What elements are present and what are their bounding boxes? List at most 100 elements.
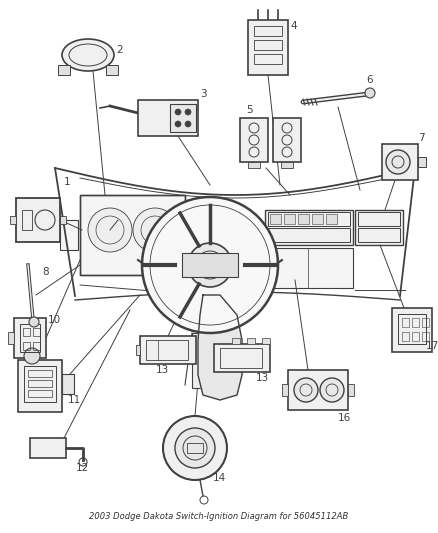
Bar xyxy=(182,253,238,277)
Bar xyxy=(422,332,429,341)
Bar xyxy=(240,118,268,162)
Bar xyxy=(28,370,52,377)
Bar xyxy=(23,328,30,336)
Bar xyxy=(412,332,419,341)
Bar xyxy=(281,162,293,168)
Bar xyxy=(254,54,282,64)
Bar xyxy=(418,157,426,167)
Circle shape xyxy=(163,416,227,480)
Bar xyxy=(262,338,270,344)
Bar xyxy=(268,212,350,226)
Bar xyxy=(187,443,203,453)
Bar xyxy=(358,212,400,226)
Bar xyxy=(232,338,240,344)
Bar xyxy=(80,195,185,275)
Bar xyxy=(8,332,14,344)
Bar xyxy=(355,210,403,245)
Text: 10: 10 xyxy=(48,315,61,325)
Bar xyxy=(192,333,228,388)
Bar xyxy=(326,214,337,224)
Text: 3: 3 xyxy=(200,89,207,99)
Bar xyxy=(22,210,32,230)
Circle shape xyxy=(142,197,278,333)
Bar xyxy=(62,374,74,394)
Bar xyxy=(146,340,188,360)
Bar xyxy=(270,214,281,224)
Bar xyxy=(28,390,52,397)
Text: 2: 2 xyxy=(116,45,123,55)
Bar xyxy=(24,366,56,402)
Bar xyxy=(265,248,353,288)
Bar xyxy=(10,216,16,224)
Bar xyxy=(288,370,348,410)
Bar xyxy=(248,162,260,168)
Circle shape xyxy=(29,317,39,327)
Bar xyxy=(60,220,78,250)
Bar xyxy=(392,308,432,352)
Bar xyxy=(18,360,62,412)
Text: 11: 11 xyxy=(68,395,81,405)
Circle shape xyxy=(175,109,181,115)
Text: 6: 6 xyxy=(366,75,373,85)
Bar xyxy=(268,228,350,242)
Bar xyxy=(16,198,60,242)
Bar xyxy=(60,216,66,224)
Text: 16: 16 xyxy=(338,413,351,423)
Bar xyxy=(220,348,262,368)
Text: 1: 1 xyxy=(64,177,71,187)
Bar xyxy=(33,328,40,336)
Text: 12: 12 xyxy=(76,463,89,473)
Bar xyxy=(402,318,409,327)
Text: 8: 8 xyxy=(42,267,49,277)
Circle shape xyxy=(386,150,410,174)
Bar xyxy=(273,118,301,162)
Bar xyxy=(14,318,46,358)
Bar xyxy=(402,332,409,341)
Bar xyxy=(422,318,429,327)
Bar xyxy=(348,384,354,396)
Bar xyxy=(214,344,270,372)
Bar xyxy=(358,228,400,242)
Bar xyxy=(265,210,353,245)
Bar xyxy=(254,26,282,36)
Bar xyxy=(30,438,66,458)
Circle shape xyxy=(320,378,344,402)
Text: 7: 7 xyxy=(418,133,424,143)
Circle shape xyxy=(24,348,40,364)
Bar xyxy=(140,336,196,364)
Circle shape xyxy=(185,109,191,115)
Bar xyxy=(298,214,309,224)
Bar xyxy=(254,40,282,50)
Bar xyxy=(28,380,52,387)
Bar xyxy=(247,338,255,344)
Text: 13: 13 xyxy=(156,365,169,375)
Text: 17: 17 xyxy=(426,341,438,351)
Bar xyxy=(80,195,185,275)
Text: 13: 13 xyxy=(256,373,269,383)
Circle shape xyxy=(294,378,318,402)
Bar xyxy=(170,104,196,132)
Text: 5: 5 xyxy=(246,105,253,115)
Circle shape xyxy=(175,121,181,127)
Bar xyxy=(382,144,418,180)
Ellipse shape xyxy=(62,39,114,71)
Text: 4: 4 xyxy=(290,21,297,31)
Circle shape xyxy=(133,208,177,252)
Circle shape xyxy=(185,121,191,127)
Bar xyxy=(138,100,198,136)
Bar xyxy=(312,214,323,224)
Circle shape xyxy=(365,88,375,98)
Bar xyxy=(33,342,40,350)
Text: 14: 14 xyxy=(213,473,226,483)
Circle shape xyxy=(188,243,232,287)
Polygon shape xyxy=(198,295,242,400)
Bar xyxy=(248,20,288,75)
Circle shape xyxy=(88,208,132,252)
Bar xyxy=(58,65,70,75)
Bar xyxy=(106,65,118,75)
Bar xyxy=(20,324,40,352)
Bar xyxy=(412,318,419,327)
Bar xyxy=(398,314,426,344)
Bar xyxy=(23,342,30,350)
Bar xyxy=(284,214,295,224)
